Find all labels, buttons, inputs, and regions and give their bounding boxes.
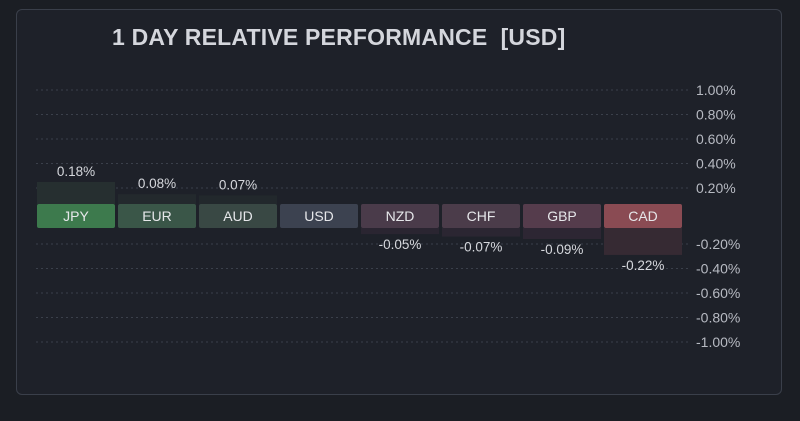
y-tick-label: 0.80% [696,107,736,123]
category-label: CAD [628,208,658,224]
category-label: USD [304,208,334,224]
category-chip [523,204,601,228]
y-tick-label: -1.00% [696,334,740,350]
bar [361,228,439,235]
bar [523,228,601,240]
y-tick-label: -0.60% [696,285,740,301]
category-chip [280,204,358,228]
category-label: EUR [142,208,172,224]
bar [199,195,277,204]
y-tick-label: 0.60% [696,131,736,147]
category-label: CHF [467,208,496,224]
category-chip [361,204,439,228]
value-label: -0.05% [379,237,422,252]
value-label: 0.07% [219,177,257,192]
category-chip [604,204,682,228]
category-chip [442,204,520,228]
y-tick-label: 1.00% [696,82,736,98]
bar [442,228,520,237]
value-label: -0.22% [622,258,665,273]
value-label: 0.18% [57,164,95,179]
value-label: -0.09% [541,242,584,257]
y-tick-label: -0.20% [696,236,740,252]
y-tick-label: -0.80% [696,310,740,326]
category-chip [199,204,277,228]
value-label: -0.07% [460,240,503,255]
category-chip [118,204,196,228]
y-tick-label: -0.40% [696,261,740,277]
bar [37,181,115,204]
category-label: NZD [386,208,415,224]
chart-title: 1 DAY RELATIVE PERFORMANCE [USD] [112,24,566,50]
category-chip [37,204,115,228]
category-label: AUD [223,208,253,224]
category-label: GBP [547,208,577,224]
category-label: JPY [63,208,89,224]
y-tick-label: 0.20% [696,180,736,196]
y-tick-label: 0.40% [696,156,736,172]
bar [118,194,196,204]
bar [604,228,682,255]
value-label: 0.08% [138,176,176,191]
